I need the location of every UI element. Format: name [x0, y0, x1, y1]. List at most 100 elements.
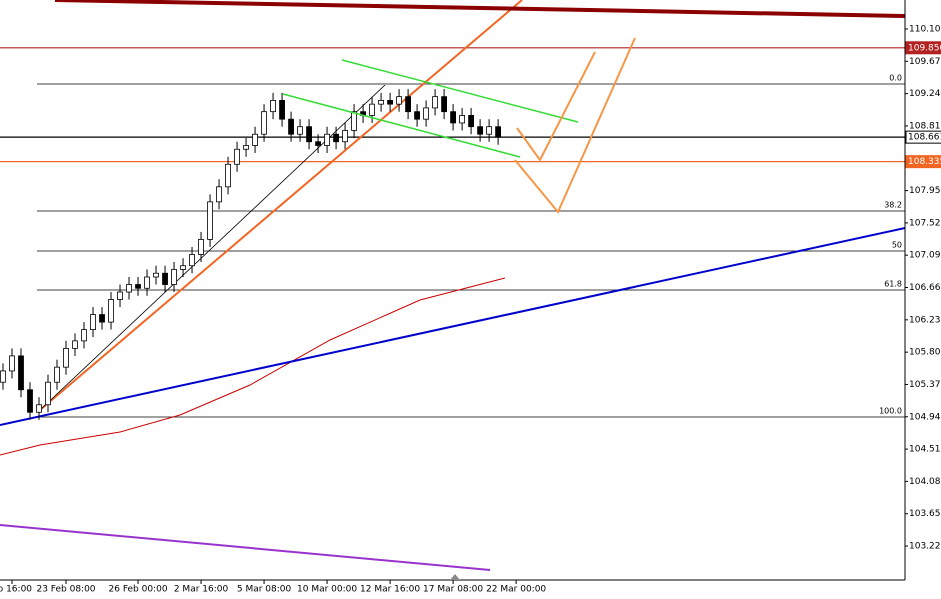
candle-body — [252, 133, 258, 146]
candle-body — [135, 284, 141, 289]
y-tick-label: 108.810 — [909, 121, 941, 131]
candle-body — [342, 130, 348, 143]
candle-body — [495, 126, 502, 138]
candle-body — [315, 141, 321, 146]
candle-body — [207, 201, 213, 240]
candle-body — [216, 186, 222, 203]
candle-body — [387, 99, 393, 105]
candle-body — [468, 115, 475, 128]
y-tick-label: 104.080 — [909, 477, 941, 487]
candle-body — [234, 148, 240, 165]
candle-body — [297, 126, 303, 135]
candle-body — [171, 269, 177, 285]
x-tick-label: 26 Feb 00:00 — [109, 585, 168, 595]
candle-body — [486, 126, 493, 135]
candle-body — [243, 145, 249, 150]
candle-body — [63, 347, 69, 368]
candle-body — [36, 404, 42, 413]
candle-body — [369, 103, 375, 116]
candle-body — [27, 389, 33, 413]
candle-body — [45, 381, 51, 406]
candle-body — [153, 272, 159, 278]
candle-body — [9, 355, 15, 372]
fib-label: 0.0 — [889, 74, 902, 83]
price-label-box — [905, 155, 941, 169]
channel-line — [282, 93, 521, 158]
candle-body — [81, 329, 87, 342]
candle-body — [225, 163, 231, 188]
price-label-box — [905, 130, 941, 144]
candle-body — [477, 126, 484, 135]
y-tick-label: 104.940 — [909, 412, 941, 422]
candle-body — [288, 118, 294, 135]
candle-body — [270, 99, 276, 113]
x-tick-label: 10 Mar 00:00 — [297, 585, 357, 595]
y-tick-label: 103.650 — [909, 509, 941, 519]
candle-body — [324, 133, 330, 146]
candle-body — [261, 111, 267, 135]
y-tick-label: 105.800 — [909, 348, 941, 358]
candle-body — [459, 115, 466, 124]
candle-body — [378, 99, 384, 105]
candle-body — [405, 96, 411, 113]
candle-body — [144, 276, 150, 289]
y-tick-label: 110.100 — [909, 25, 941, 35]
y-tick-label: 103.220 — [909, 542, 941, 552]
candle-body — [414, 111, 420, 120]
x-tick-label: 12 Mar 16:00 — [360, 585, 420, 595]
y-tick-label: 109.240 — [909, 89, 941, 99]
candle-body — [117, 291, 123, 300]
candle-body — [306, 126, 312, 143]
price-label: 109.850 — [908, 43, 941, 53]
candle-body — [126, 284, 132, 293]
y-tick-label: 107.090 — [909, 251, 941, 261]
x-tick-label: 5 Mar 08:00 — [237, 585, 292, 595]
candle-body — [0, 370, 6, 383]
candle-body — [180, 265, 186, 270]
y-tick-label: 107.950 — [909, 186, 941, 196]
candle-body — [18, 355, 24, 391]
candle-body — [189, 254, 195, 267]
candle-body — [351, 111, 357, 131]
projection-arrow — [514, 37, 636, 214]
fib-label: 61.8 — [884, 280, 902, 289]
candle-body — [198, 239, 204, 255]
trend-line — [0, 227, 906, 426]
x-tick-label: 2 Mar 16:00 — [174, 585, 229, 595]
candle-body — [423, 107, 429, 120]
price-label-box — [905, 41, 941, 55]
fib-label: 38.2 — [884, 201, 902, 210]
x-tick-label: 22 Mar 00:00 — [486, 585, 546, 595]
scroll-marker — [450, 574, 460, 580]
candle-body — [162, 272, 168, 285]
y-tick-label: 107.520 — [909, 218, 941, 228]
candle-body — [450, 111, 456, 124]
y-tick-label: 109.670 — [909, 57, 941, 67]
moving-average — [0, 277, 506, 456]
fib-label: 100.0 — [879, 407, 902, 416]
x-tick-label: eb 16:00 — [0, 585, 32, 595]
channel-line — [341, 59, 579, 123]
candle-body — [108, 299, 114, 323]
candle-body — [54, 366, 60, 383]
trend-line — [39, 0, 523, 411]
projection-arrow — [516, 51, 596, 162]
candle-body — [279, 99, 285, 120]
x-tick-label: 17 Mar 08:00 — [423, 585, 483, 595]
y-tick-label: 106.660 — [909, 283, 941, 293]
candle-body — [441, 96, 447, 113]
candle-body — [72, 340, 78, 349]
trend-line — [54, 0, 906, 18]
candle-body — [396, 96, 402, 105]
fib-label: 50 — [892, 240, 902, 249]
trend-line — [0, 524, 491, 571]
candle-body — [90, 314, 96, 331]
y-tick-label: 106.230 — [909, 315, 941, 325]
price-label: 108.661 — [908, 133, 941, 143]
candles — [0, 89, 502, 420]
y-tick-label: 105.370 — [909, 380, 941, 390]
price-label: 108.335 — [908, 157, 941, 167]
y-tick-label: 104.510 — [909, 445, 941, 455]
x-tick-label: 23 Feb 08:00 — [36, 585, 95, 595]
